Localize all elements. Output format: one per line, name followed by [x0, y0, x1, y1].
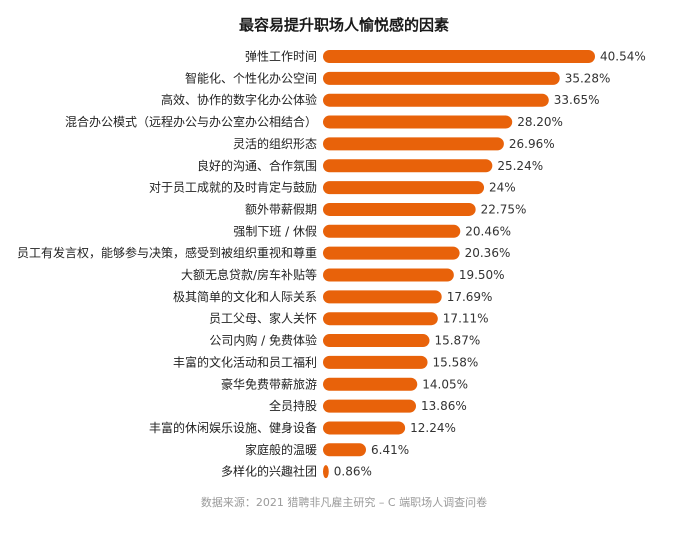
category-label: 混合办公模式（远程办公与办公室办公相结合）: [65, 114, 317, 129]
category-label: 对于员工成就的及时肯定与鼓励: [149, 180, 317, 195]
category-label: 灵活的组织形态: [233, 136, 317, 151]
bar: [323, 465, 329, 479]
value-label: 22.75%: [481, 202, 527, 216]
value-label: 13.86%: [421, 399, 467, 413]
bar: [323, 355, 428, 369]
category-label: 高效、协作的数字化办公体验: [161, 92, 317, 107]
value-label: 20.46%: [465, 224, 511, 238]
category-label: 员工父母、家人关怀: [209, 311, 317, 326]
category-label: 智能化、个性化办公空间: [185, 70, 317, 85]
value-label: 35.28%: [565, 71, 611, 85]
bar: [323, 443, 367, 457]
category-label: 丰富的文化活动和员工福利: [173, 354, 317, 369]
value-label: 40.54%: [600, 50, 646, 64]
bar: [323, 181, 485, 195]
bar: [323, 377, 418, 391]
category-label: 丰富的休闲娱乐设施、健身设备: [149, 420, 317, 435]
category-label: 良好的沟通、合作氛围: [197, 158, 317, 173]
value-label: 0.86%: [334, 465, 372, 479]
bar: [323, 290, 442, 304]
value-label: 6.41%: [371, 443, 409, 457]
category-label: 弹性工作时间: [245, 50, 317, 64]
category-label: 公司内购 / 免费体验: [209, 333, 317, 348]
value-label: 14.05%: [422, 377, 468, 391]
category-label: 豪华免费带薪旅游: [221, 376, 317, 391]
value-label: 26.96%: [509, 137, 555, 151]
bar: [323, 268, 454, 282]
value-label: 17.11%: [443, 312, 489, 326]
value-label: 20.36%: [465, 246, 511, 260]
bar: [323, 71, 560, 85]
bar: [323, 50, 595, 63]
value-label: 28.20%: [517, 115, 563, 129]
bar: [323, 421, 406, 435]
bar: [323, 137, 504, 151]
value-label: 15.58%: [433, 355, 479, 369]
bars-group: 弹性工作时间 40.54% 智能化、个性化办公空间 35.28% 高效、协作的数字化办公…: [17, 50, 646, 479]
value-label: 24%: [489, 181, 516, 195]
value-label: 33.65%: [554, 93, 600, 107]
category-label: 多样化的兴趣社团: [221, 464, 317, 479]
value-label: 19.50%: [459, 268, 505, 282]
bar: [323, 334, 430, 348]
value-label: 12.24%: [410, 421, 456, 435]
bar: [323, 224, 461, 238]
bar: [323, 159, 493, 173]
value-label: 15.87%: [434, 334, 480, 348]
chart-title: 最容易提升职场人愉悦感的因素: [239, 16, 449, 34]
category-label: 极其简单的文化和人际关系: [173, 289, 317, 304]
bar: [323, 312, 438, 326]
value-label: 17.69%: [447, 290, 493, 304]
category-label: 强制下班 / 休假: [233, 224, 317, 238]
category-label: 大额无息贷款/房车补贴等: [181, 267, 317, 282]
category-label: 额外带薪假期: [245, 202, 317, 216]
bar: [323, 202, 476, 216]
value-label: 25.24%: [497, 159, 543, 173]
category-label: 员工有发言权，能够参与决策，感受到被组织重视和尊重: [17, 245, 317, 260]
bar: [323, 399, 416, 413]
category-label: 家庭般的温暖: [245, 442, 317, 457]
bar: [323, 246, 460, 260]
bar: [323, 93, 549, 107]
bar: [323, 115, 513, 129]
data-source: 数据来源：2021 猎聘非凡雇主研究 – C 端职场人调查问卷: [201, 495, 487, 509]
category-label: 全员持股: [269, 398, 317, 413]
